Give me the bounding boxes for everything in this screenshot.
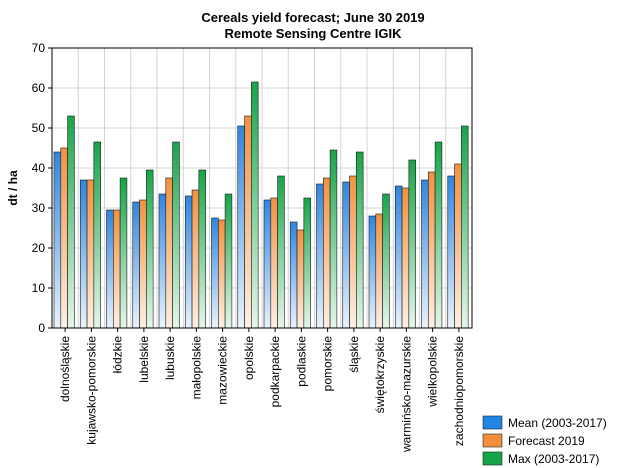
category-label: śląskie (347, 336, 361, 373)
category-label: zachodniopomorskie (452, 336, 466, 446)
y-tick-label: 20 (32, 241, 46, 255)
bar (113, 209, 121, 329)
bar (434, 141, 443, 329)
bar (106, 209, 114, 329)
bar (146, 169, 154, 329)
bar (394, 185, 403, 329)
bar (447, 175, 455, 329)
bar (289, 221, 298, 329)
bar (165, 177, 173, 329)
bar (184, 195, 193, 329)
bar (356, 151, 364, 329)
bar (211, 217, 219, 329)
y-tick-label: 70 (32, 41, 46, 55)
bar (67, 115, 75, 329)
y-tick-label: 60 (32, 81, 46, 95)
bar (401, 187, 410, 329)
legend-label: Mean (2003-2017) (508, 416, 607, 430)
bar (224, 193, 233, 329)
category-label: podlaskie (294, 336, 308, 387)
legend-swatch (482, 433, 503, 448)
category-label: warmińsko-mazurskie (399, 336, 413, 453)
category-label: mazowieckie (216, 336, 230, 405)
legend-swatch (482, 451, 503, 466)
bar (427, 171, 436, 329)
x-axis-ticks: dolnośląskie kujawsko-pomorskie łódzkie lub… (58, 328, 466, 453)
grid-lines (52, 48, 472, 328)
bar (158, 193, 167, 329)
y-tick-label: 30 (32, 201, 46, 215)
bar (461, 125, 469, 329)
bar (139, 199, 147, 329)
category-label: świętokrzyskie (373, 336, 387, 414)
category-label: kujawsko-pomorskie (84, 336, 98, 445)
bar (218, 219, 226, 329)
category-label: łódzkie (111, 336, 125, 374)
plot-frame (51, 47, 473, 329)
bar (198, 169, 206, 329)
category-label: opolskie (242, 336, 256, 380)
bar (316, 183, 324, 329)
category-label: dolnośląskie (58, 336, 72, 402)
bar (251, 81, 259, 329)
legend-swatch (482, 415, 503, 430)
chart-subtitle: Remote Sensing Centre IGIK (225, 26, 403, 41)
bar (270, 197, 278, 329)
bar (86, 179, 95, 329)
bar (172, 141, 180, 329)
category-label: lubuskie (163, 336, 177, 380)
category-label: podkarpackie (268, 336, 282, 408)
bar (342, 181, 350, 329)
bar (191, 189, 200, 329)
y-tick-label: 40 (32, 161, 46, 175)
bar (263, 199, 272, 329)
bar (93, 141, 101, 329)
bar (296, 229, 305, 329)
bar (368, 215, 377, 329)
legend-label: Max (2003-2017) (508, 452, 599, 466)
y-axis-ticks: 0 10 20 30 40 50 60 70 (32, 41, 52, 335)
legend-label: Forecast 2019 (508, 434, 585, 448)
bar (277, 175, 285, 329)
y-axis-label: dt / ha (6, 170, 20, 206)
bar (454, 163, 462, 329)
bar (244, 115, 252, 329)
category-label: lubelskie (137, 336, 151, 383)
bar (382, 193, 390, 329)
bar (375, 213, 383, 329)
bar (349, 175, 357, 329)
legend: Mean (2003-2017) Forecast 2019 Max (2003-2… (482, 415, 607, 466)
y-tick-label: 0 (38, 321, 45, 335)
bar (303, 197, 311, 329)
bar (60, 147, 68, 329)
bar (53, 151, 62, 329)
bars (53, 81, 469, 329)
category-label: pomorskie (321, 336, 335, 392)
bar (322, 177, 331, 329)
bar (119, 177, 128, 329)
category-label: małopolskie (189, 336, 203, 400)
bar (421, 179, 429, 329)
y-tick-label: 10 (32, 281, 46, 295)
chart-title: Cereals yield forecast; June 30 2019 (201, 10, 424, 25)
category-label: wielkopolskie (426, 336, 440, 408)
bar (132, 201, 140, 329)
bar (237, 125, 245, 329)
bar (79, 179, 88, 329)
bar (329, 149, 338, 329)
y-tick-label: 50 (32, 121, 46, 135)
bar (408, 159, 416, 329)
